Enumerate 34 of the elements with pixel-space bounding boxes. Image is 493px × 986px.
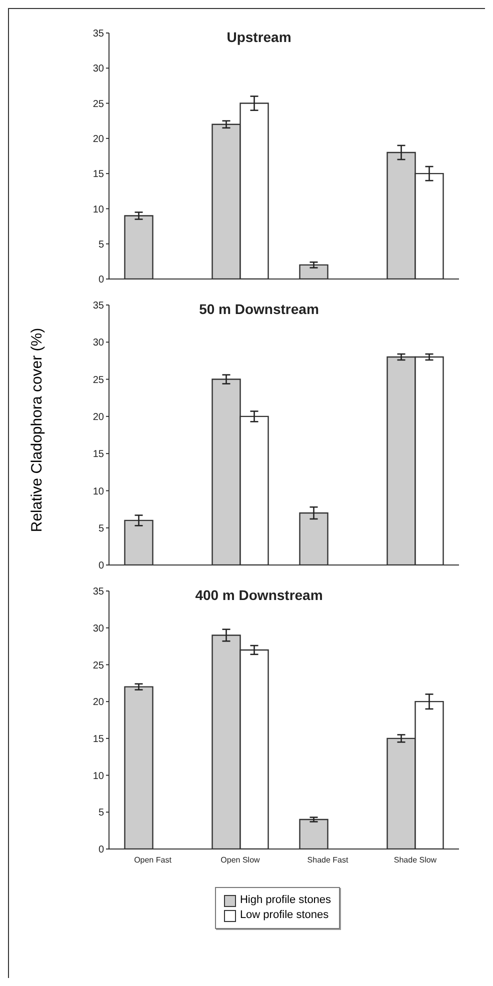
chart-title: 400 m Downstream [194, 587, 324, 603]
y-axis-title: Relative Cladophora cover (%) [28, 328, 46, 532]
y-tick-label: 20 [92, 697, 104, 708]
y-tick-label: 10 [92, 770, 104, 782]
chart-title: 50 m Downstream [198, 301, 320, 317]
y-tick-label: 35 [92, 300, 104, 312]
y-tick-label: 15 [92, 734, 104, 745]
x-tick-label: Shade Fast [307, 856, 349, 865]
y-tick-label: 25 [92, 660, 104, 672]
y-tick-label: 30 [92, 338, 104, 349]
legend-label: High profile stones [240, 893, 332, 908]
y-tick-label: 5 [98, 808, 104, 819]
y-tick-label: 20 [92, 134, 104, 145]
y-tick-label: 15 [92, 449, 104, 460]
x-tick-label: Shade Slow [394, 856, 437, 865]
y-tick-label: 10 [92, 486, 104, 498]
y-tick-label: 35 [92, 28, 104, 40]
y-tick-label: 0 [98, 274, 104, 286]
y-tick-label: 5 [98, 523, 104, 534]
y-tick-label: 5 [98, 239, 104, 250]
y-tick-label: 10 [92, 204, 104, 216]
legend-label: Low profile stones [240, 908, 329, 923]
y-tick-label: 25 [92, 98, 104, 110]
y-tick-label: 20 [92, 412, 104, 423]
x-tick-label: Open Slow [220, 856, 260, 865]
y-tick-label: 30 [92, 64, 104, 75]
y-tick-label: 25 [92, 374, 104, 386]
chart-title: Upstream [226, 29, 292, 45]
y-tick-label: 30 [92, 623, 104, 634]
y-tick-label: 35 [92, 586, 104, 598]
x-tick-label: Open Fast [134, 856, 172, 865]
y-tick-label: 0 [98, 844, 104, 856]
y-tick-label: 0 [98, 560, 104, 572]
y-tick-label: 15 [92, 169, 104, 180]
